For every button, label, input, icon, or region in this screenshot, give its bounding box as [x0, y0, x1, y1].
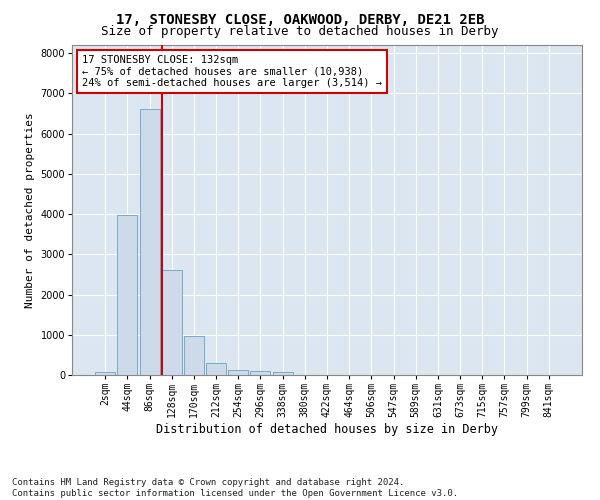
Text: Size of property relative to detached houses in Derby: Size of property relative to detached ho…	[101, 25, 499, 38]
Bar	[228, 370, 248, 375]
Bar	[140, 110, 160, 375]
Bar	[118, 215, 137, 375]
Text: 17 STONESBY CLOSE: 132sqm
← 75% of detached houses are smaller (10,938)
24% of s: 17 STONESBY CLOSE: 132sqm ← 75% of detac…	[82, 55, 382, 88]
Bar	[95, 372, 115, 375]
Text: Contains HM Land Registry data © Crown copyright and database right 2024.
Contai: Contains HM Land Registry data © Crown c…	[12, 478, 458, 498]
Y-axis label: Number of detached properties: Number of detached properties	[25, 112, 35, 308]
Bar	[184, 336, 204, 375]
Bar	[162, 270, 182, 375]
Bar	[272, 372, 293, 375]
Bar	[250, 370, 271, 375]
X-axis label: Distribution of detached houses by size in Derby: Distribution of detached houses by size …	[156, 423, 498, 436]
Text: 17, STONESBY CLOSE, OAKWOOD, DERBY, DE21 2EB: 17, STONESBY CLOSE, OAKWOOD, DERBY, DE21…	[116, 12, 484, 26]
Bar	[206, 362, 226, 375]
